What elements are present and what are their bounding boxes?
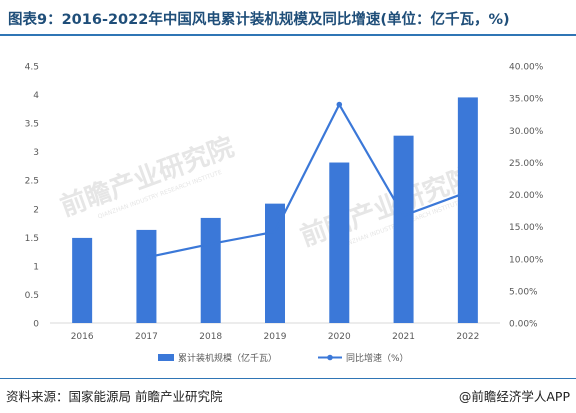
title-rule [0,34,576,36]
left-tick-label: 0.5 [25,291,39,301]
credit-note: @前瞻经济学人APP [458,389,570,404]
chart-title: 图表9：2016-2022年中国风电累计装机规模及同比增速(单位：亿千瓦，%) [8,12,510,28]
left-tick-label: 1.5 [25,234,39,244]
right-tick-label: 15.00% [509,223,544,233]
axes: 0 0.5 1 1.5 2 2.5 3 3.5 4 4.5 0.00% 5.00% 10.00% 15.0… [25,63,544,343]
right-tick-label: 35.00% [509,95,544,105]
right-tick-label: 5.00% [509,287,538,297]
left-tick-label: 3.5 [25,120,39,130]
bar [200,217,221,323]
bar-series [72,97,478,324]
legend-label-line: 同比增速（%） [346,352,409,364]
x-tick-label: 2019 [264,332,287,342]
left-tick-label: 1 [33,262,39,272]
x-tick-label: 2018 [199,332,222,342]
x-tick-label: 2020 [328,332,351,342]
legend-swatch-bar [158,354,174,361]
bar [265,203,285,323]
bar [393,135,414,323]
right-tick-label: 30.00% [509,127,544,137]
line-point [336,101,343,108]
right-tick-label: 40.00% [509,63,544,73]
left-tick-label: 4 [33,91,39,101]
x-tick-label: 2017 [135,332,158,342]
legend-label-bar: 累计装机规模（亿千瓦） [178,352,277,364]
growth-line [146,102,469,259]
legend-swatch-marker [327,354,333,361]
bar [457,97,478,324]
x-tick-label: 2022 [456,332,479,342]
line-series [146,101,469,259]
right-tick-label: 20.00% [509,191,544,201]
bar [329,162,350,323]
left-tick-label: 4.5 [25,63,39,73]
left-tick-label: 0 [33,320,39,330]
right-tick-label: 0.00% [509,320,538,330]
x-tick-label: 2016 [71,332,94,342]
x-tick-label: 2021 [392,332,415,342]
right-tick-label: 10.00% [509,255,544,265]
source-note: 资料来源：国家能源局 前瞻产业研究院 [6,389,223,404]
bar [136,229,157,323]
left-tick-label: 2 [33,205,39,215]
left-tick-label: 3 [33,148,39,158]
right-tick-label: 25.00% [509,159,544,169]
footer-rule [0,378,576,379]
legend: 累计装机规模（亿千瓦） 同比增速（%） [158,352,409,364]
bar [72,237,93,323]
left-tick-label: 2.5 [25,177,39,187]
